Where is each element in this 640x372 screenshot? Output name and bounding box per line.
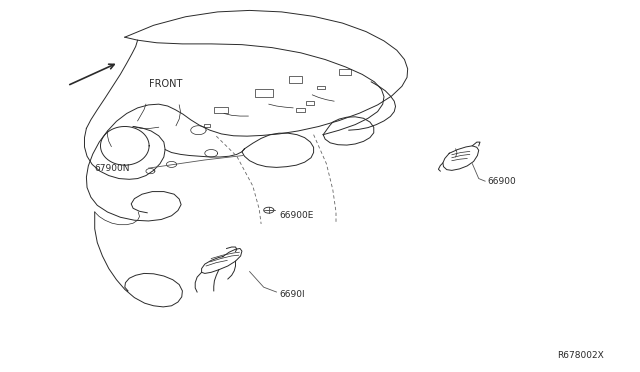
- Bar: [317, 86, 325, 89]
- Text: 66900E: 66900E: [280, 211, 314, 219]
- Bar: [255, 89, 273, 97]
- Bar: [296, 108, 305, 112]
- Text: 66900: 66900: [488, 177, 516, 186]
- Bar: [339, 69, 351, 75]
- Text: 6690I: 6690I: [280, 290, 305, 299]
- Text: R678002X: R678002X: [557, 351, 604, 360]
- Text: 67900N: 67900N: [95, 164, 130, 173]
- Bar: [214, 107, 228, 113]
- Text: FRONT: FRONT: [149, 79, 182, 89]
- Bar: [289, 76, 302, 83]
- Bar: [204, 124, 210, 127]
- Bar: [306, 101, 314, 105]
